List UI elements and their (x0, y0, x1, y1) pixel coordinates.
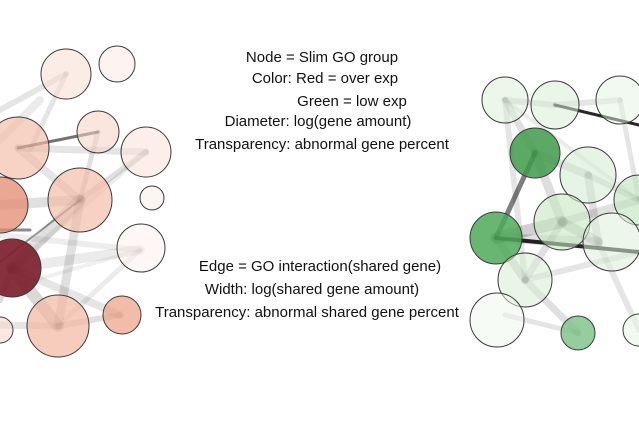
edge (502, 97, 528, 283)
go-node (0, 238, 42, 298)
green-network (469, 75, 639, 351)
go-node (76, 110, 120, 154)
go-node (116, 223, 166, 273)
go-node (0, 176, 29, 234)
node-legend: Node = Slim GO group Color: Red = over e… (195, 49, 450, 153)
go-node (47, 167, 113, 233)
go-node (613, 174, 639, 226)
go-node (102, 295, 142, 335)
legend-edge-definition: Edge = GO interaction(shared gene) (199, 258, 441, 275)
legend-edge-transparency: Transparency: abnormal shared gene perce… (155, 304, 460, 321)
go-node (98, 45, 136, 83)
legend-node-definition: Node = Slim GO group (246, 49, 398, 66)
go-node (0, 316, 14, 344)
go-node (530, 80, 580, 130)
go-node (139, 185, 165, 211)
red-network (0, 45, 172, 358)
go-node (120, 126, 172, 178)
go-node (595, 75, 639, 125)
go-node (509, 127, 561, 179)
legend-node-transparency: Transparency: abnormal gene percent (195, 136, 450, 153)
legend-color-red: Color: Red = over exp (252, 70, 398, 87)
green-network-nodes (469, 75, 639, 351)
go-node (533, 193, 591, 251)
legend-diameter: Diameter: log(gene amount) (225, 113, 412, 130)
go-node (40, 48, 92, 100)
go-node (469, 211, 523, 265)
go-node (497, 252, 553, 308)
legend-width: Width: log(shared gene amount) (205, 281, 419, 298)
go-node (26, 294, 90, 358)
go-node (560, 315, 596, 351)
go-node (469, 292, 525, 348)
go-node (559, 146, 617, 204)
go-node (622, 313, 639, 347)
legend-color-green: Green = low exp (297, 93, 407, 110)
edge-legend: Edge = GO interaction(shared gene) Width… (155, 258, 460, 321)
red-network-nodes (0, 45, 172, 358)
go-node (481, 76, 529, 124)
go-node (582, 212, 639, 272)
go-node (0, 116, 50, 180)
edge (503, 98, 639, 202)
